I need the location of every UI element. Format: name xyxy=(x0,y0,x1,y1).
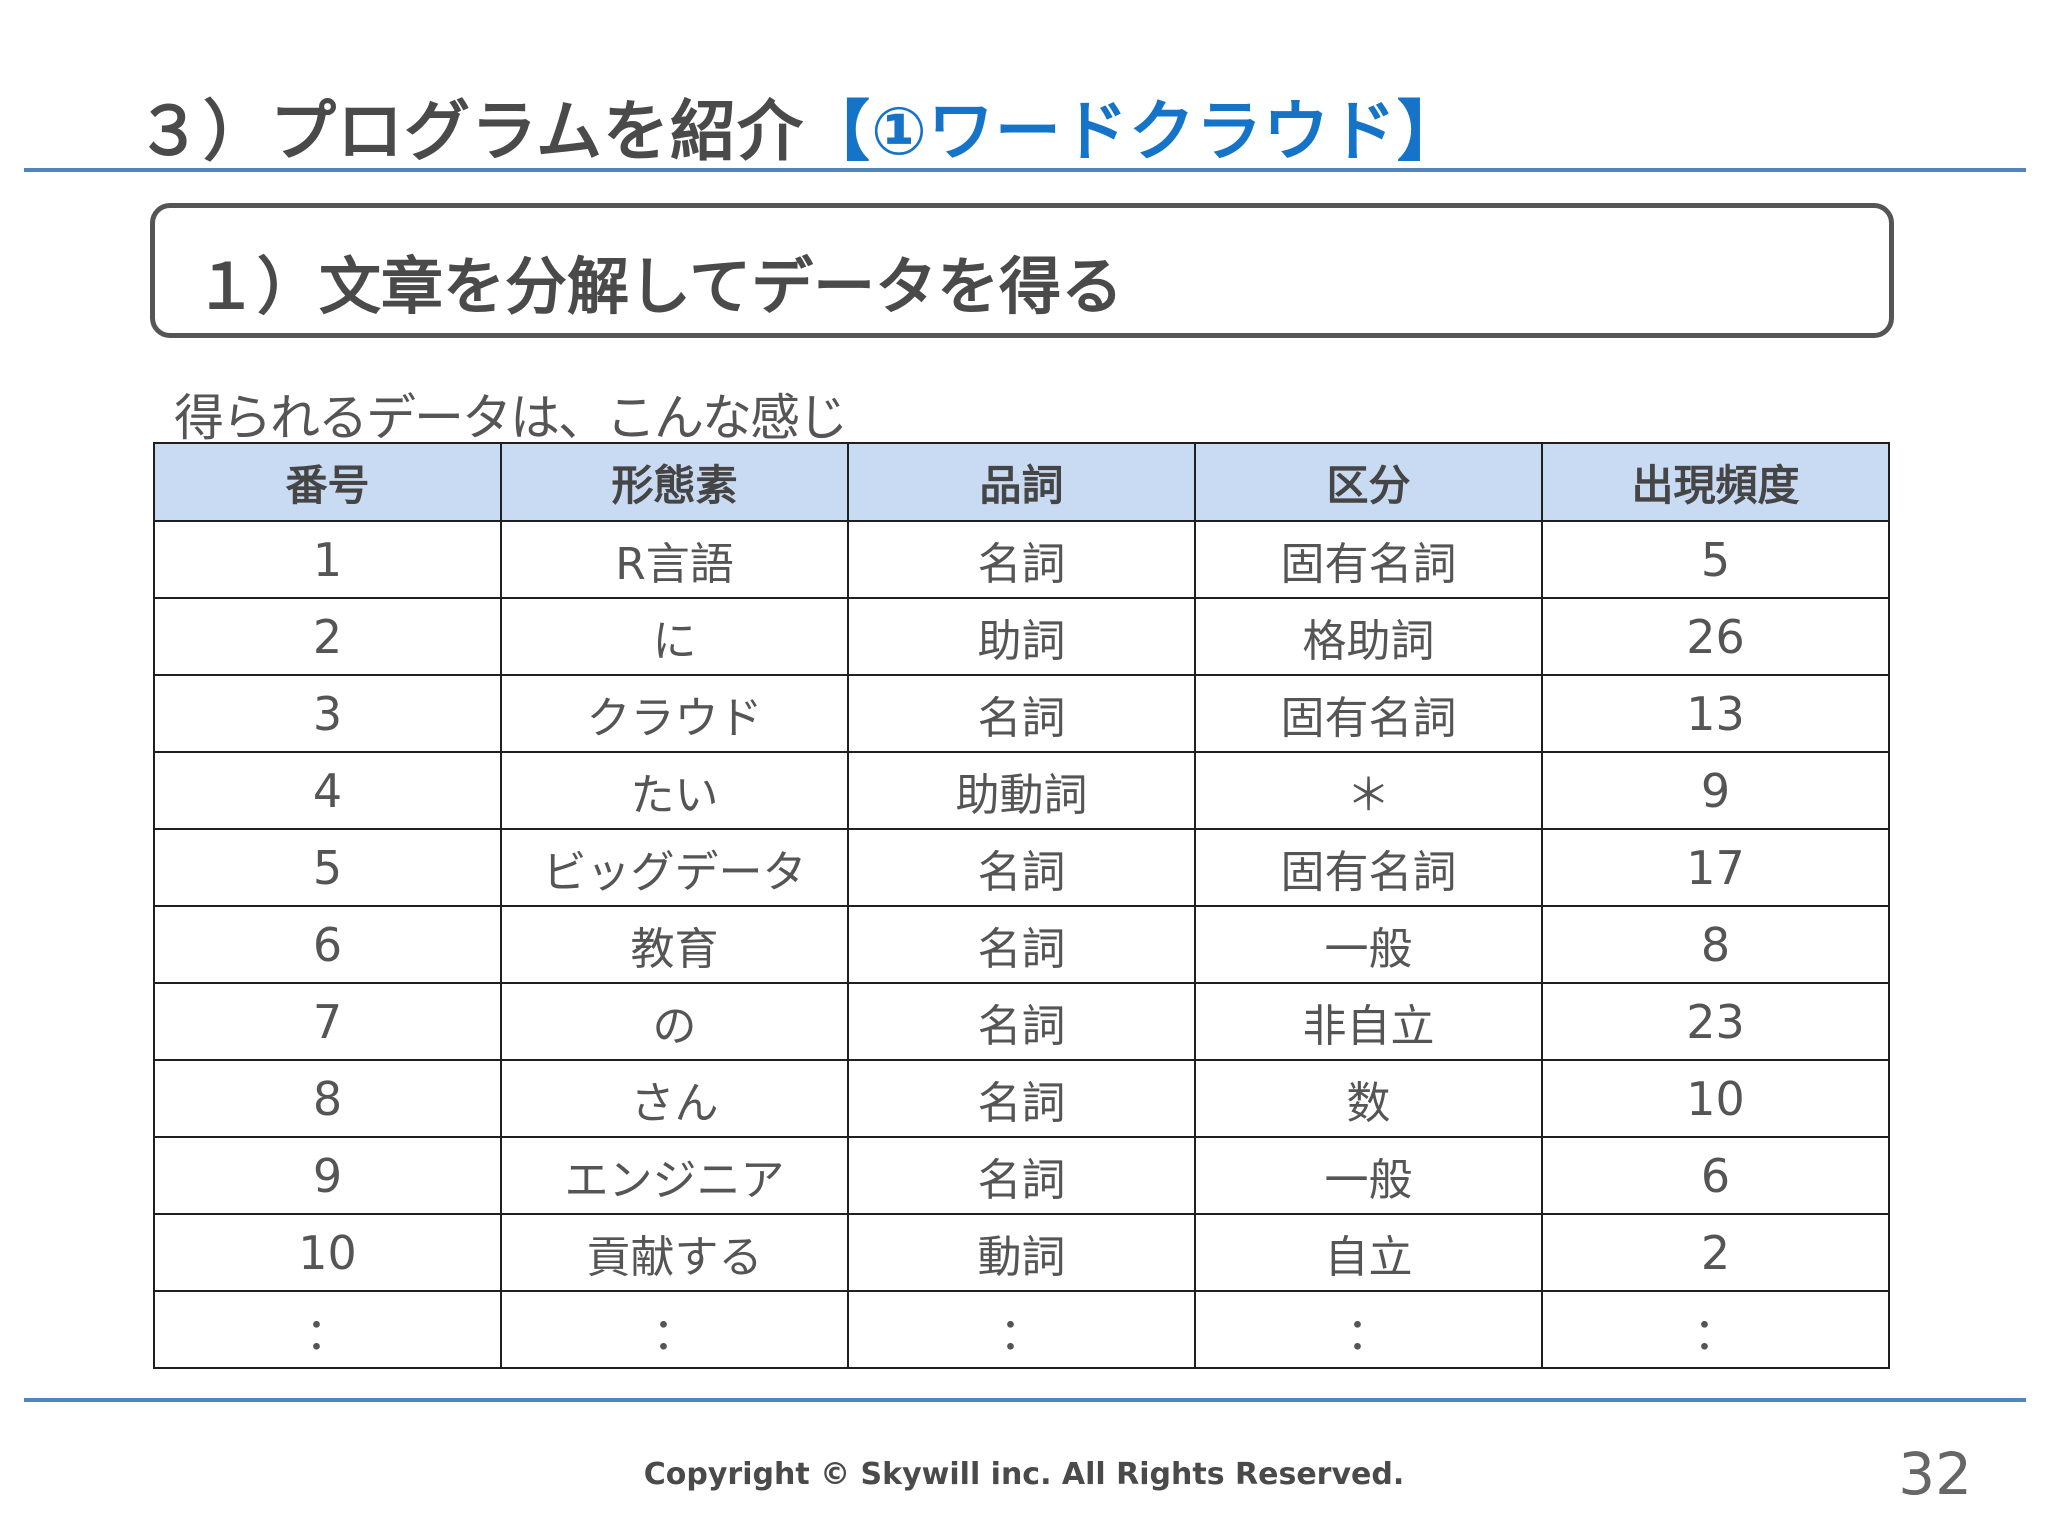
cell-category: 固有名詞 xyxy=(1194,828,1543,907)
cell-morpheme: 教育 xyxy=(500,905,849,984)
cell-frequency: 8 xyxy=(1541,905,1890,984)
cell-frequency: 6 xyxy=(1541,1136,1890,1215)
cell-part-of-speech: 名詞 xyxy=(847,828,1196,907)
cell-frequency: 9 xyxy=(1541,751,1890,830)
cell-frequency: 13 xyxy=(1541,674,1890,753)
cell-category: ＊ xyxy=(1194,751,1543,830)
cell-number: 3 xyxy=(153,674,502,753)
header-number: 番号 xyxy=(153,442,502,522)
cell-morpheme: 貢献する xyxy=(500,1213,849,1292)
top-divider xyxy=(24,168,2026,172)
section-box: １）文章を分解してデータを得る xyxy=(150,203,1894,338)
cell-part-of-speech: 名詞 xyxy=(847,905,1196,984)
table-row-ellipsis: ： ： ： ： ： xyxy=(153,1290,1890,1369)
table-row: 9 エンジニア 名詞 一般 6 xyxy=(153,1136,1890,1215)
cell-category: ： xyxy=(1194,1290,1543,1369)
table-row: 6 教育 名詞 一般 8 xyxy=(153,905,1890,984)
cell-category: 非自立 xyxy=(1194,982,1543,1061)
cell-morpheme: エンジニア xyxy=(500,1136,849,1215)
cell-part-of-speech: 助動詞 xyxy=(847,751,1196,830)
copyright-text: Copyright © Skywill inc. All Rights Rese… xyxy=(643,1457,1405,1492)
table-row: 4 たい 助動詞 ＊ 9 xyxy=(153,751,1890,830)
table-row: 10 貢献する 動詞 自立 2 xyxy=(153,1213,1890,1292)
page-number: 32 xyxy=(1898,1440,1972,1508)
cell-part-of-speech: 助詞 xyxy=(847,597,1196,676)
cell-frequency: 26 xyxy=(1541,597,1890,676)
morpheme-table: 番号 形態素 品詞 区分 出現頻度 1 R言語 名詞 固有名詞 5 2 に 助詞… xyxy=(153,442,1890,1369)
table-row: 3 クラウド 名詞 固有名詞 13 xyxy=(153,674,1890,753)
header-morpheme: 形態素 xyxy=(500,442,849,522)
header-frequency: 出現頻度 xyxy=(1541,442,1890,522)
cell-morpheme: ： xyxy=(500,1290,849,1369)
cell-part-of-speech: 名詞 xyxy=(847,1136,1196,1215)
cell-morpheme: R言語 xyxy=(500,520,849,599)
cell-number: 10 xyxy=(153,1213,502,1292)
cell-category: 固有名詞 xyxy=(1194,520,1543,599)
cell-number: ： xyxy=(153,1290,502,1369)
cell-category: 一般 xyxy=(1194,1136,1543,1215)
slide-title-prefix: ３）プログラムを紹介 xyxy=(136,93,805,170)
cell-category: 一般 xyxy=(1194,905,1543,984)
cell-part-of-speech: ： xyxy=(847,1290,1196,1369)
table-row: 7 の 名詞 非自立 23 xyxy=(153,982,1890,1061)
bottom-divider xyxy=(24,1398,2026,1402)
cell-frequency: 23 xyxy=(1541,982,1890,1061)
cell-frequency: ： xyxy=(1541,1290,1890,1369)
cell-number: 9 xyxy=(153,1136,502,1215)
header-category: 区分 xyxy=(1194,442,1543,522)
cell-category: 格助詞 xyxy=(1194,597,1543,676)
cell-part-of-speech: 名詞 xyxy=(847,1059,1196,1138)
cell-number: 1 xyxy=(153,520,502,599)
cell-morpheme: クラウド xyxy=(500,674,849,753)
slide-title: ３）プログラムを紹介【①ワードクラウド】 xyxy=(136,78,1464,174)
cell-number: 7 xyxy=(153,982,502,1061)
cell-part-of-speech: 名詞 xyxy=(847,674,1196,753)
slide-title-accent: 【①ワードクラウド】 xyxy=(804,93,1464,170)
cell-morpheme: さん xyxy=(500,1059,849,1138)
table-row: 8 さん 名詞 数 10 xyxy=(153,1059,1890,1138)
table-row: 1 R言語 名詞 固有名詞 5 xyxy=(153,520,1890,599)
lead-text: 得られるデータは、こんな感じ xyxy=(174,389,848,447)
cell-number: 4 xyxy=(153,751,502,830)
cell-morpheme: の xyxy=(500,982,849,1061)
cell-category: 固有名詞 xyxy=(1194,674,1543,753)
table-row: 5 ビッグデータ 名詞 固有名詞 17 xyxy=(153,828,1890,907)
cell-frequency: 2 xyxy=(1541,1213,1890,1292)
table-header-row: 番号 形態素 品詞 区分 出現頻度 xyxy=(153,442,1890,522)
header-part-of-speech: 品詞 xyxy=(847,442,1196,522)
cell-category: 自立 xyxy=(1194,1213,1543,1292)
cell-number: 2 xyxy=(153,597,502,676)
section-title: １）文章を分解してデータを得る xyxy=(195,250,1124,323)
cell-frequency: 5 xyxy=(1541,520,1890,599)
cell-part-of-speech: 名詞 xyxy=(847,982,1196,1061)
cell-category: 数 xyxy=(1194,1059,1543,1138)
cell-morpheme: に xyxy=(500,597,849,676)
cell-morpheme: たい xyxy=(500,751,849,830)
cell-number: 5 xyxy=(153,828,502,907)
cell-number: 8 xyxy=(153,1059,502,1138)
cell-part-of-speech: 動詞 xyxy=(847,1213,1196,1292)
cell-frequency: 17 xyxy=(1541,828,1890,907)
cell-part-of-speech: 名詞 xyxy=(847,520,1196,599)
cell-morpheme: ビッグデータ xyxy=(500,828,849,907)
cell-frequency: 10 xyxy=(1541,1059,1890,1138)
cell-number: 6 xyxy=(153,905,502,984)
table-row: 2 に 助詞 格助詞 26 xyxy=(153,597,1890,676)
